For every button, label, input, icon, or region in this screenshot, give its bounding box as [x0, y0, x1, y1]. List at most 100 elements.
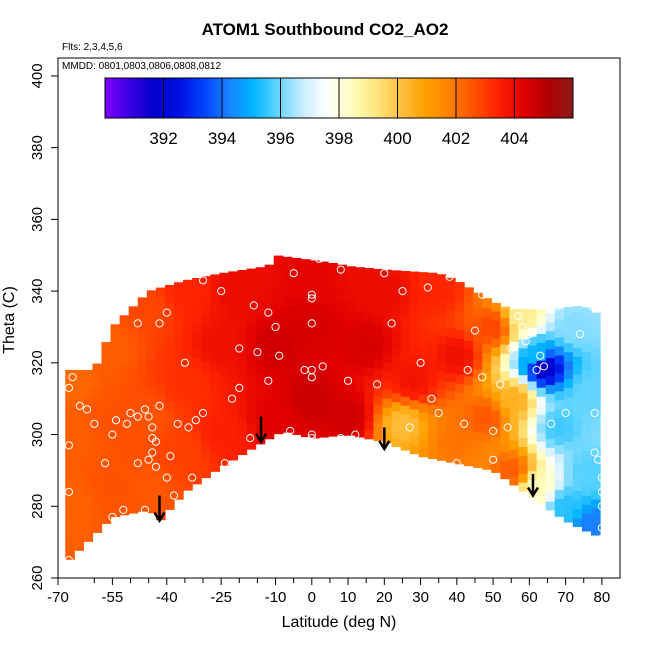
heatmap-cell [445, 453, 456, 463]
heatmap-cell [228, 325, 239, 335]
heatmap-cell [237, 400, 248, 411]
heatmap-cell [536, 369, 547, 379]
heatmap-cell [455, 409, 465, 420]
heatmap-cell [264, 264, 275, 269]
heatmap-cell [128, 405, 139, 415]
observation-marker [64, 441, 74, 450]
heatmap-cell [183, 337, 193, 348]
heatmap-cell [264, 429, 275, 440]
heatmap-cell [464, 411, 474, 422]
heatmap-cell [509, 422, 520, 432]
heatmap-cell [246, 332, 257, 343]
heatmap-cell [164, 419, 175, 430]
heatmap-cell [409, 301, 420, 311]
heatmap-cell [291, 335, 302, 346]
heatmap-cell [309, 357, 320, 367]
observation-marker [144, 455, 153, 464]
heatmap-cell [563, 387, 574, 398]
colorbar-cell [198, 78, 203, 118]
heatmap-cell [228, 450, 239, 461]
plot-frame [57, 57, 621, 579]
heatmap-cell [328, 310, 338, 321]
heatmap-cell [436, 325, 447, 336]
heatmap-cell [92, 370, 103, 381]
observation-marker [434, 408, 443, 418]
heatmap-cell [110, 480, 121, 491]
heatmap-cell [355, 302, 365, 312]
heatmap-cell [291, 272, 302, 283]
observation-marker [133, 319, 142, 328]
colorbar-tick-label: 394 [208, 129, 236, 148]
heatmap-cell [346, 399, 356, 409]
observation-marker [289, 269, 298, 278]
colorbar-cell [298, 78, 302, 118]
heatmap-cell [581, 387, 592, 398]
colorbar-cell [260, 78, 264, 118]
heatmap-cell [536, 333, 547, 343]
heatmap-cell [491, 454, 501, 464]
heatmap-cell [572, 311, 583, 321]
heatmap-cell [337, 372, 347, 382]
heatmap-cell [337, 381, 347, 391]
heatmap-cell [590, 319, 601, 330]
heatmap-cell [328, 382, 338, 392]
colorbar-cell [511, 78, 515, 118]
colorbar-cell [359, 78, 363, 118]
heatmap-cell [536, 467, 547, 478]
heatmap-cell [509, 440, 520, 450]
heatmap-cell [491, 463, 501, 473]
heatmap-cell [590, 409, 601, 420]
heatmap-cell [273, 272, 284, 282]
heatmap-cell [146, 378, 157, 388]
heatmap-cell [572, 454, 583, 465]
heatmap-cell [164, 303, 175, 313]
colorbar-cell [347, 78, 352, 118]
heatmap-cell [473, 297, 483, 307]
heatmap-cell [436, 289, 447, 300]
heatmap-cell [364, 268, 375, 278]
x-tick-label: -70 [47, 589, 69, 606]
heatmap-cell [300, 275, 311, 285]
heatmap-cell [146, 476, 157, 487]
colorbar-cell [116, 78, 121, 118]
heatmap-cell [418, 331, 429, 341]
heatmap-cell [455, 329, 465, 339]
heatmap-cell [219, 375, 230, 386]
heatmap-cell [563, 423, 574, 433]
heatmap-cell [391, 338, 402, 349]
heatmap-cell [364, 402, 375, 413]
heatmap-cell [382, 424, 393, 435]
heatmap-cell [536, 396, 547, 406]
heatmap-cell [400, 279, 411, 290]
heatmap-cell [427, 359, 438, 370]
heatmap-cell [418, 429, 429, 440]
colorbar-cell [534, 78, 539, 118]
heatmap-cell [445, 444, 456, 454]
heatmap-cell [273, 334, 284, 345]
heatmap-cell [563, 378, 574, 389]
heatmap-cell [355, 284, 365, 295]
heatmap-cell [128, 360, 139, 371]
heatmap-cell [201, 360, 211, 371]
observation-marker [470, 326, 480, 335]
heatmap-cell [418, 304, 429, 314]
heatmap-cell [346, 354, 356, 364]
heatmap-cell [282, 405, 293, 415]
observation-marker [489, 455, 498, 464]
heatmap-cell [110, 408, 121, 419]
colorbar-tick-label: 392 [149, 129, 177, 148]
colorbar-cell [552, 78, 556, 118]
heatmap-cell [545, 465, 556, 475]
heatmap-cell [300, 355, 311, 366]
heatmap-cell [219, 438, 230, 448]
heatmap-cell [237, 275, 248, 285]
heatmap-cell [536, 405, 547, 415]
heatmap-cell [183, 301, 193, 312]
heatmap-cell [427, 440, 438, 451]
heatmap-cell [391, 329, 402, 340]
heatmap-cell [282, 306, 293, 317]
heatmap-cell [183, 445, 193, 455]
heatmap-cell [264, 366, 275, 377]
heatmap-cell [337, 282, 347, 293]
colorbar-cell [178, 78, 182, 118]
